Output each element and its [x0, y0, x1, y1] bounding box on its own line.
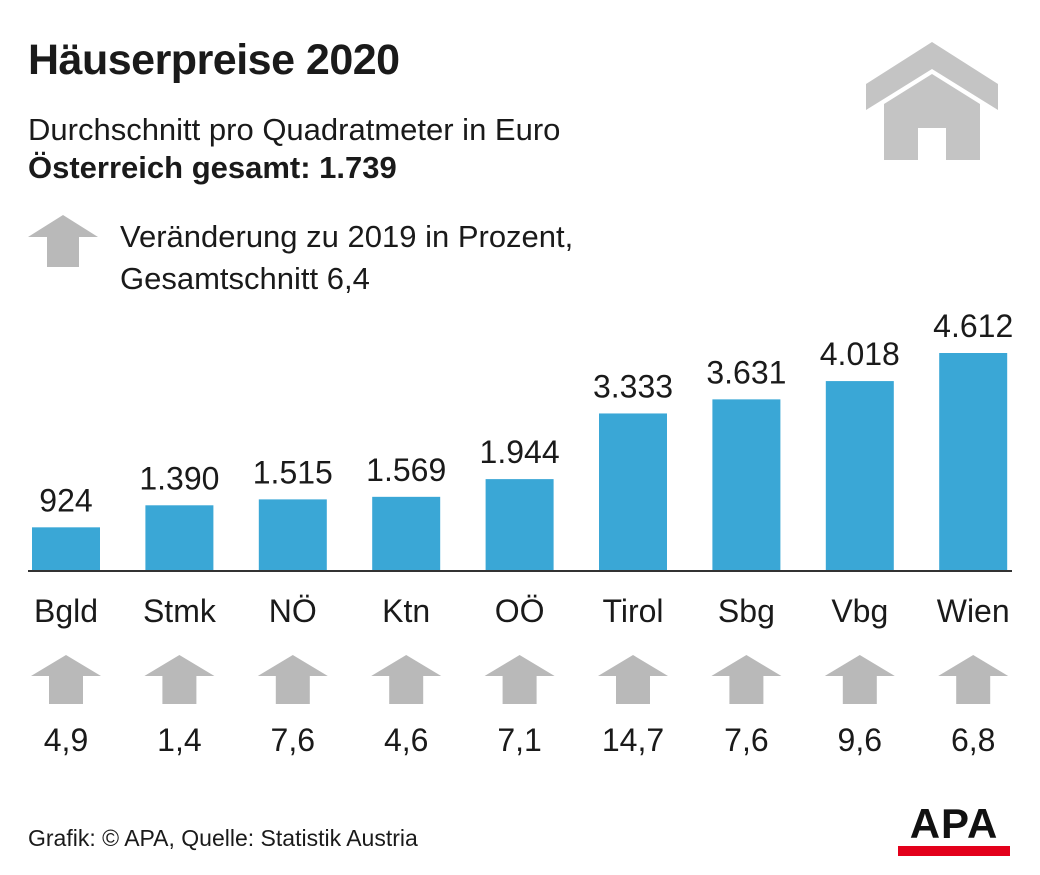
bar: [712, 399, 781, 571]
bar: [825, 381, 894, 571]
change-label: 4,9: [44, 722, 88, 758]
bar-chart: 924 Bgld 4,9 1.390 Stmk 1,4 1.515 NÖ 7,6 1.569 Ktn…: [28, 308, 1013, 758]
arrow-up-icon: [484, 655, 555, 704]
arrow-up-icon: [31, 655, 101, 704]
change-label: 6,8: [951, 722, 995, 758]
austria-total: Österreich gesamt: 1.739: [28, 150, 397, 185]
arrow-up-icon: [28, 215, 98, 267]
category-label: Vbg: [831, 593, 888, 629]
value-label: 3.333: [593, 368, 673, 404]
bar: [485, 479, 554, 571]
change-label: 7,1: [497, 722, 541, 758]
bar: [32, 527, 100, 571]
change-label: 7,6: [271, 722, 315, 758]
change-label: 1,4: [157, 722, 201, 758]
apa-logo-bar: [898, 846, 1010, 856]
house-icon: [866, 42, 998, 160]
category-label: Ktn: [382, 593, 430, 629]
value-label: 924: [39, 482, 92, 518]
chart-title: Häuserpreise 2020: [28, 36, 400, 84]
bar: [145, 505, 214, 571]
bar: [599, 413, 667, 571]
value-label: 1.390: [139, 460, 219, 496]
arrow-up-icon: [938, 655, 1009, 704]
change-label: 7,6: [724, 722, 768, 758]
change-label: 14,7: [602, 722, 664, 758]
value-label: 1.569: [366, 452, 446, 488]
value-label: 1.944: [480, 434, 560, 470]
legend-line-2: Gesamtschnitt 6,4: [120, 261, 370, 296]
value-label: 3.631: [706, 354, 786, 390]
value-label: 4.612: [933, 308, 1013, 344]
footer-source: Grafik: © APA, Quelle: Statistik Austria: [28, 825, 418, 851]
bar: [372, 496, 441, 571]
bar: [939, 353, 1008, 571]
arrow-up-icon: [371, 655, 442, 704]
arrow-up-icon: [711, 655, 782, 704]
chart-subtitle: Durchschnitt pro Quadratmeter in Euro: [28, 112, 561, 147]
category-label: NÖ: [269, 593, 317, 629]
arrow-up-icon: [824, 655, 895, 704]
category-label: Wien: [937, 593, 1010, 629]
change-label: 4,6: [384, 722, 428, 758]
category-label: Tirol: [602, 593, 663, 629]
category-label: OÖ: [495, 593, 545, 629]
apa-logo-text: APA: [909, 800, 999, 847]
arrow-up-icon: [257, 655, 328, 704]
category-label: Stmk: [143, 593, 217, 629]
legend-line-1: Veränderung zu 2019 in Prozent,: [120, 219, 574, 254]
value-label: 1.515: [253, 454, 333, 490]
arrow-up-icon: [144, 655, 215, 704]
value-label: 4.018: [820, 336, 900, 372]
bar: [258, 499, 327, 571]
legend-text: Veränderung zu 2019 in Prozent, Gesamtsc…: [120, 216, 573, 300]
arrow-up-icon: [598, 655, 668, 704]
category-label: Bgld: [34, 593, 98, 629]
category-label: Sbg: [718, 593, 775, 629]
apa-logo: APA: [898, 800, 1010, 856]
change-label: 9,6: [838, 722, 882, 758]
